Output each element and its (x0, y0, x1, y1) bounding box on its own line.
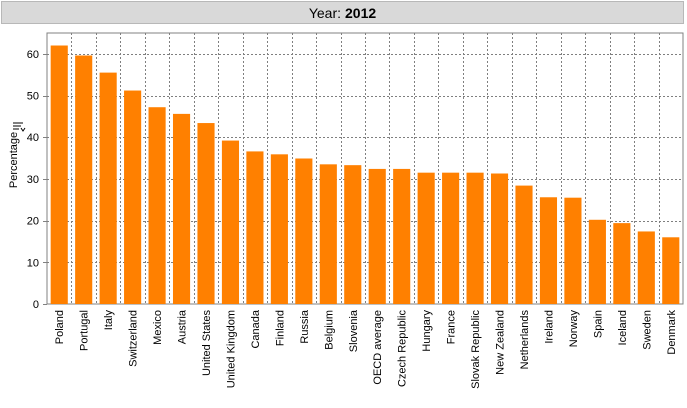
year-value: 2012 (345, 4, 377, 21)
x-tick-label: Mexico (152, 310, 164, 345)
bar-24[interactable] (637, 231, 655, 304)
year-label: Year: (308, 4, 342, 21)
bar-5[interactable] (172, 113, 191, 304)
x-tick-label: Russia (299, 309, 311, 344)
year-header: Year: 2012 (1, 1, 684, 24)
bar-19[interactable] (515, 185, 533, 304)
bar-6[interactable] (197, 123, 215, 304)
x-tick-label: Portugal (79, 310, 91, 351)
bar-22[interactable] (588, 219, 606, 304)
x-tick-label: Finland (274, 310, 286, 346)
bar-3[interactable] (124, 90, 142, 304)
bar-7[interactable] (221, 140, 240, 304)
y-axis-title: Percentage (8, 132, 20, 188)
bar-17[interactable] (466, 172, 484, 304)
x-tick-label: Hungary (421, 310, 433, 352)
y-axis: 0 10 20 30 40 50 60 (27, 49, 47, 311)
y-tick-label: 20 (27, 216, 39, 228)
bar-23[interactable] (613, 223, 631, 304)
bar-25[interactable] (662, 237, 680, 304)
bar-21[interactable] (564, 197, 582, 304)
x-tick-label: Iceland (617, 310, 629, 345)
x-tick-label: Canada (250, 309, 262, 348)
bar-12[interactable] (344, 165, 362, 304)
bar-10[interactable] (295, 158, 313, 304)
y-tick-label: 50 (27, 91, 39, 103)
bar-1[interactable] (75, 55, 93, 304)
x-tick-label: Sweden (641, 310, 653, 350)
bar-18[interactable] (490, 173, 509, 304)
x-tick-label: Spain (592, 310, 604, 338)
bar-4[interactable] (148, 107, 166, 304)
x-tick-label: Italy (103, 310, 115, 331)
bar-14[interactable] (393, 168, 411, 304)
x-tick-label: United States (201, 310, 213, 377)
bars (50, 45, 680, 304)
bar-13[interactable] (368, 168, 386, 304)
sort-icon[interactable] (13, 122, 26, 132)
bar-8[interactable] (246, 151, 264, 304)
y-tick-label: 10 (27, 257, 39, 269)
x-tick-label: Belgium (323, 310, 335, 350)
x-axis: Poland Portugal Italy Switzerland Mexico Aust… (54, 309, 678, 389)
y-tick-label: 0 (33, 299, 39, 311)
bar-20[interactable] (539, 197, 558, 304)
bar-15[interactable] (417, 172, 435, 304)
x-tick-label: New Zealand (495, 310, 507, 375)
x-tick-label: Norway (568, 310, 580, 348)
y-tick-label: 60 (27, 49, 39, 61)
y-tick-label: 30 (27, 174, 39, 186)
x-tick-label: Switzerland (128, 310, 140, 367)
x-tick-label: Poland (54, 310, 66, 344)
bar-2[interactable] (99, 72, 117, 304)
x-tick-label: Slovenia (348, 309, 360, 352)
x-tick-label: Czech Republic (397, 310, 409, 388)
y-tick-label: 40 (27, 132, 39, 144)
x-tick-label: Slovak Republic (470, 310, 482, 389)
grid-lines (46, 32, 684, 305)
x-tick-label: United Kingdom (226, 310, 238, 388)
bar-16[interactable] (442, 172, 460, 304)
x-tick-label: Austria (177, 309, 189, 344)
x-tick-label: Ireland (544, 310, 556, 344)
bar-11[interactable] (319, 164, 337, 304)
x-tick-label: Denmark (666, 310, 678, 355)
bar-9[interactable] (270, 154, 288, 304)
x-tick-label: France (446, 310, 458, 344)
bar-0[interactable] (50, 45, 68, 304)
x-tick-label: OECD average (372, 310, 384, 385)
x-tick-label: Netherlands (519, 310, 531, 370)
